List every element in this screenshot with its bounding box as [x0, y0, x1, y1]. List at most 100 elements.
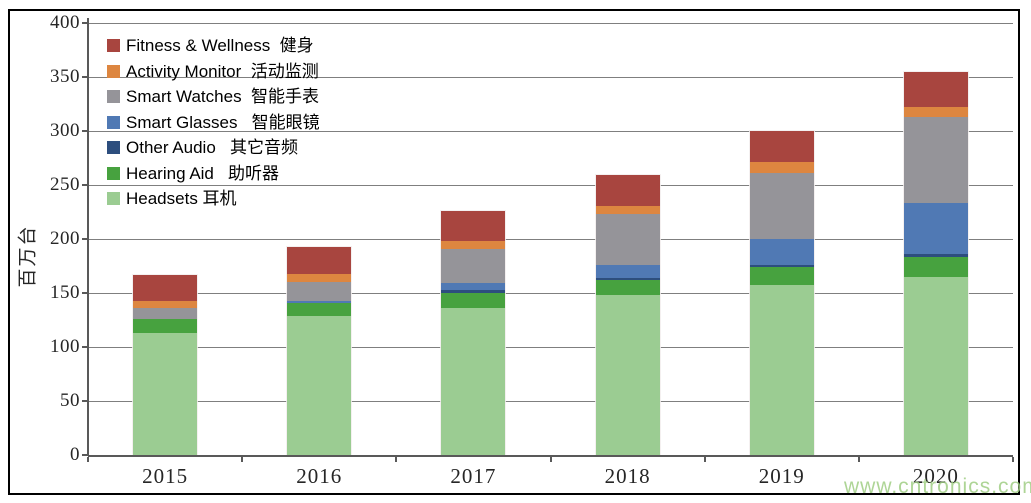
x-axis-tick: [241, 457, 244, 462]
bar-segment-hearing-aid-2017: [441, 293, 506, 309]
x-axis-line: [88, 455, 1013, 457]
legend-item-activity-monitor: Activity Monitor 活动监测: [107, 59, 320, 85]
legend-item-hearing-aid: Hearing Aid 助听器: [107, 161, 320, 187]
y-tick-label: 400: [50, 12, 80, 33]
y-tick-label: 100: [50, 336, 80, 357]
gridline: [88, 22, 1013, 24]
y-tick-label: 300: [50, 120, 80, 141]
bar-segment-hearing-aid-2019: [749, 267, 814, 286]
y-axis-tick: [82, 400, 88, 402]
legend-item-other-audio: Other Audio 其它音频: [107, 135, 320, 161]
bar-segment-headsets-2020: [903, 276, 968, 455]
gridline: [88, 130, 1013, 132]
bar-segment-headsets-2016: [287, 315, 352, 455]
x-axis-tick: [87, 457, 89, 462]
bar-segment-smart-glasses-2016: [287, 300, 352, 303]
bar-segment-hearing-aid-2015: [133, 318, 198, 333]
legend-item-smart-glasses: Smart Glasses 智能眼镜: [107, 110, 320, 136]
legend-item-fitness-wellness: Fitness & Wellness 健身: [107, 33, 320, 59]
bar-segment-activity-monitor-2019: [749, 162, 814, 174]
gridline: [88, 400, 1013, 402]
bar-segment-smart-watches-2016: [287, 282, 352, 301]
y-tick-label: 250: [50, 174, 80, 195]
gridline: [88, 346, 1013, 348]
x-tick-label: 2020: [912, 464, 959, 488]
y-tick-label: 150: [50, 282, 80, 303]
bar-segment-fitness-wellness-2019: [749, 131, 814, 163]
y-tick-label: 50: [60, 390, 80, 411]
watermark: www.cntronics.com: [844, 475, 1031, 498]
x-axis-tick: [857, 457, 860, 462]
legend-swatch-smart-glasses: [107, 115, 120, 129]
gridline: [88, 292, 1013, 294]
bar-segment-hearing-aid-2018: [595, 280, 660, 296]
legend-label-other-audio: Other Audio 其它音频: [126, 138, 298, 158]
bar-segment-hearing-aid-2016: [287, 302, 352, 316]
y-axis-tick: [82, 22, 88, 24]
legend-swatch-hearing-aid: [107, 166, 120, 180]
bar-segment-headsets-2018: [595, 295, 660, 455]
y-axis-tick: [82, 346, 88, 348]
bar-segment-activity-monitor-2017: [441, 241, 506, 249]
x-tick-label: 2019: [758, 464, 805, 488]
legend-label-headsets: Headsets 耳机: [126, 189, 237, 209]
bar-segment-fitness-wellness-2015: [133, 274, 198, 301]
legend: Fitness & Wellness 健身 Activity Monitor 活动…: [107, 33, 320, 212]
y-tick-label: 200: [50, 228, 80, 249]
bar-segment-fitness-wellness-2018: [595, 175, 660, 206]
bar-segment-activity-monitor-2020: [903, 107, 968, 117]
bar-segment-smart-glasses-2017: [441, 283, 506, 290]
x-tick-label: 2016: [296, 464, 343, 488]
y-tick-label: 350: [50, 66, 80, 87]
bar-segment-other-audio-2019: [749, 264, 814, 268]
x-axis-tick: [703, 457, 706, 462]
bar-segment-fitness-wellness-2017: [441, 210, 506, 242]
bar-segment-other-audio-2020: [903, 254, 968, 258]
bar-segment-smart-watches-2017: [441, 248, 506, 284]
y-axis-tick: [82, 76, 88, 78]
x-axis-tick: [395, 457, 398, 462]
bar-segment-smart-glasses-2020: [903, 203, 968, 255]
bar-segment-fitness-wellness-2016: [287, 246, 352, 274]
bar-segment-smart-watches-2015: [133, 308, 198, 319]
bar-segment-smart-watches-2020: [903, 116, 968, 204]
y-axis-tick: [82, 238, 88, 240]
bar-segment-fitness-wellness-2020: [903, 71, 968, 108]
legend-label-activity-monitor: Activity Monitor 活动监测: [126, 61, 319, 81]
x-tick-label: 2017: [450, 464, 497, 488]
legend-swatch-fitness-wellness: [107, 39, 120, 53]
gridline: [88, 184, 1013, 186]
bar-segment-smart-watches-2018: [595, 214, 660, 265]
legend-swatch-headsets: [107, 192, 120, 206]
legend-label-smart-watches: Smart Watches 智能手表: [126, 87, 320, 107]
bar-segment-activity-monitor-2016: [287, 273, 352, 283]
legend-item-smart-watches: Smart Watches 智能手表: [107, 84, 320, 110]
y-axis-title: 百万台: [17, 224, 39, 288]
x-axis-tick: [549, 457, 552, 462]
y-axis-line: [87, 18, 89, 456]
bar-segment-headsets-2019: [749, 285, 814, 455]
gridline: [88, 238, 1013, 240]
y-tick-label: 0: [70, 444, 80, 465]
y-axis-tick: [82, 184, 88, 186]
bar-segment-smart-glasses-2018: [595, 264, 660, 278]
bar-segment-headsets-2015: [133, 332, 198, 455]
y-axis-tick: [82, 292, 88, 294]
legend-swatch-other-audio: [107, 141, 120, 155]
bar-segment-activity-monitor-2018: [595, 205, 660, 215]
bar-segment-smart-glasses-2019: [749, 239, 814, 265]
bar-segment-smart-watches-2019: [749, 173, 814, 239]
bar-segment-other-audio-2017: [441, 289, 506, 293]
x-tick-label: 2015: [142, 464, 189, 488]
bar-segment-headsets-2017: [441, 308, 506, 455]
x-tick-label: 2018: [604, 464, 651, 488]
bar-segment-hearing-aid-2020: [903, 257, 968, 277]
gridline: [88, 76, 1013, 78]
legend-label-hearing-aid: Hearing Aid 助听器: [126, 163, 280, 183]
legend-swatch-smart-watches: [107, 90, 120, 104]
x-axis-tick: [1012, 457, 1014, 462]
legend-item-headsets: Headsets 耳机: [107, 186, 320, 212]
y-axis-tick: [82, 130, 88, 132]
